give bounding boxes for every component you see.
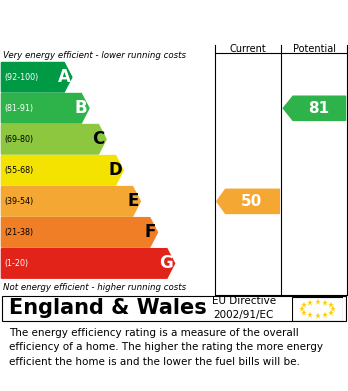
Text: D: D [108,161,122,179]
Text: EU Directive
2002/91/EC: EU Directive 2002/91/EC [212,296,276,320]
Text: (69-80): (69-80) [5,135,34,144]
Text: (21-38): (21-38) [5,228,34,237]
Text: 50: 50 [241,194,262,209]
Text: C: C [93,130,105,148]
Text: F: F [145,223,156,241]
Text: 81: 81 [308,101,329,116]
Polygon shape [1,187,140,216]
Polygon shape [283,96,346,120]
Text: Not energy efficient - higher running costs: Not energy efficient - higher running co… [3,283,186,292]
Text: Very energy efficient - lower running costs: Very energy efficient - lower running co… [3,52,186,61]
Text: Current: Current [230,44,267,54]
Polygon shape [1,218,157,247]
Text: (39-54): (39-54) [5,197,34,206]
Polygon shape [1,249,175,278]
Text: Potential: Potential [293,44,336,54]
Polygon shape [217,189,279,213]
Text: (1-20): (1-20) [5,259,29,268]
FancyBboxPatch shape [2,296,346,321]
Text: A: A [58,68,70,86]
Polygon shape [1,93,89,123]
Polygon shape [1,156,123,185]
Polygon shape [1,125,106,154]
Text: (92-100): (92-100) [5,73,39,82]
Text: B: B [75,99,88,117]
Text: Energy Efficiency Rating: Energy Efficiency Rating [60,13,288,32]
Text: England & Wales: England & Wales [9,298,206,318]
Text: G: G [159,255,173,273]
Text: (81-91): (81-91) [5,104,34,113]
Polygon shape [1,63,72,92]
Text: (55-68): (55-68) [5,166,34,175]
Text: The energy efficiency rating is a measure of the overall efficiency of a home. T: The energy efficiency rating is a measur… [9,328,323,367]
Text: E: E [128,192,139,210]
